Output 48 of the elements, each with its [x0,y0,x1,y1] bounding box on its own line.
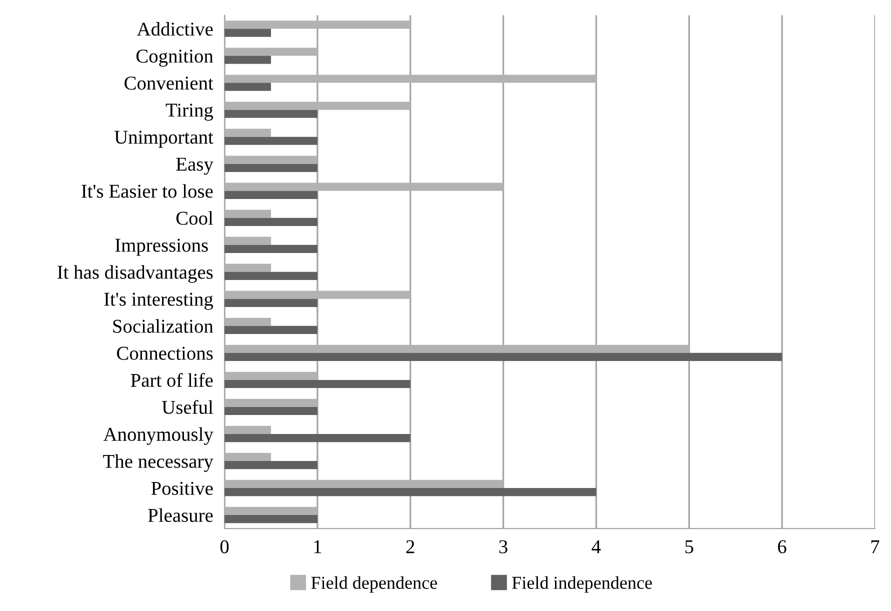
y-tick-label: Convenient [124,76,214,90]
y-tick-label: It has disadvantages [58,265,213,283]
y-tick-label: Addictive [136,22,213,36]
bar [224,460,318,470]
y-tick-label: Cool [176,211,214,225]
x-tick-label: 1 [314,540,322,554]
bar [224,352,782,362]
bar [224,110,318,118]
y-tick-label: Anonymously [103,427,214,445]
bar [224,434,410,442]
y-tick-label: Positive [151,482,213,495]
bar [224,488,596,496]
y-tick-label: The necessary [103,454,214,472]
bar [224,218,318,226]
y-tick-label: Unimportant [114,130,214,148]
x-tick-label: 0 [220,540,229,554]
y-tick-label: Part of life [130,373,213,387]
y-tick-label: Impressions [115,238,208,256]
y-tick-label: Socialization [113,319,214,333]
x-tick-label: 5 [685,540,694,554]
bar [224,326,318,334]
bar [224,164,318,172]
y-tick-label: Useful [162,400,214,414]
bar [224,515,318,524]
bar [224,380,410,388]
legend-label: Field independence [512,576,652,593]
bar [224,190,318,199]
bar [224,298,318,308]
y-tick-label: It's interesting [104,292,214,310]
x-tick-label: 4 [592,540,601,554]
bar [224,82,271,91]
x-tick-label: 2 [406,540,414,554]
x-tick-label: 3 [499,540,508,554]
bar [224,56,271,64]
x-tick-label: 6 [778,540,786,554]
y-tick-label: Pleasure [148,508,213,522]
y-tick-label: Tiring [166,104,214,121]
bar [224,244,318,253]
legend-label: Field dependence [311,576,437,593]
x-tick-label: 7 [871,540,880,554]
bar [224,136,318,145]
bar [224,272,318,280]
y-tick-label: Cognition [136,50,214,67]
y-tick-label: It's Easier to lose [82,184,213,198]
bar [224,406,318,416]
y-tick-label: Connections [117,346,213,360]
bar [224,28,271,37]
y-tick-label: Easy [176,158,214,175]
